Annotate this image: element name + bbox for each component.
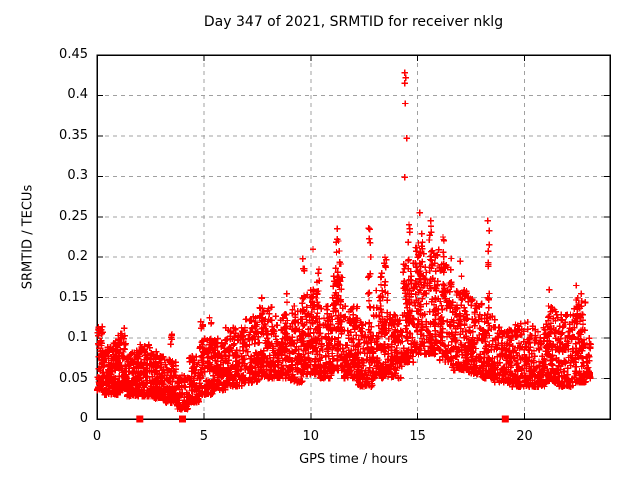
x-tick-label: 0 bbox=[92, 429, 102, 444]
y-tick-label: 0.15 bbox=[59, 289, 88, 305]
zero-data-marker bbox=[501, 415, 509, 423]
y-tick-label: 0.25 bbox=[59, 208, 88, 224]
x-tick-label: 20 bbox=[516, 429, 533, 444]
y-tick-label: 0.3 bbox=[67, 168, 88, 184]
chart-title: Day 347 of 2021, SRMTID for receiver nkl… bbox=[203, 14, 504, 30]
y-tick-label: 0.05 bbox=[59, 370, 88, 386]
y-tick-label: 0.45 bbox=[59, 47, 88, 62]
data-points bbox=[93, 69, 594, 413]
x-tick-label: 15 bbox=[409, 429, 426, 444]
y-axis-label: SRMTID / TECUs bbox=[20, 184, 36, 290]
zero-data-marker bbox=[179, 415, 186, 423]
zero-data-marker bbox=[136, 415, 144, 423]
y-tick-label: 0.1 bbox=[67, 330, 88, 346]
x-axis-label: GPS time / hours bbox=[299, 452, 408, 467]
y-tick-label: 0.35 bbox=[59, 127, 88, 143]
plot-area bbox=[93, 54, 611, 423]
x-tick-label: 5 bbox=[199, 429, 209, 444]
x-tick-label: 10 bbox=[302, 429, 320, 444]
y-tick-label: 0.4 bbox=[67, 87, 88, 103]
y-tick-label: 0.2 bbox=[67, 249, 88, 265]
y-tick-label: 0 bbox=[79, 411, 88, 426]
plot-border bbox=[96, 54, 611, 420]
